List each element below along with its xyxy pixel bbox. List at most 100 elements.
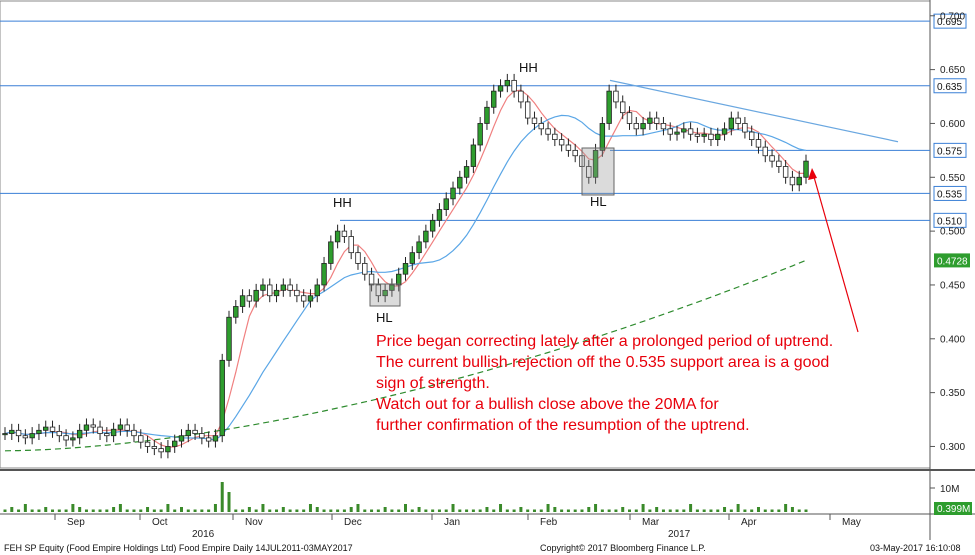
candle-body xyxy=(735,117,741,124)
candle-body xyxy=(273,289,280,297)
volume-bar xyxy=(661,509,665,512)
volume-bar xyxy=(560,509,564,512)
candle-body xyxy=(110,428,117,437)
candle-body xyxy=(463,166,470,178)
volume-bar xyxy=(689,504,693,512)
volume-bar xyxy=(492,509,496,512)
candle-body xyxy=(314,284,320,297)
volume-bar xyxy=(37,509,41,512)
volume-bar xyxy=(709,509,713,512)
volume-badge xyxy=(934,502,972,515)
volume-bar xyxy=(404,504,407,512)
candle-body xyxy=(321,263,327,286)
volume-bar xyxy=(146,507,150,512)
x-month-label: Feb xyxy=(540,517,558,528)
volume-bar xyxy=(152,509,156,512)
candle-body xyxy=(43,426,49,431)
volume-bar xyxy=(247,507,251,512)
volume-bar xyxy=(566,509,570,512)
volume-bar xyxy=(600,509,604,512)
candle-body xyxy=(2,433,8,436)
volume-bar xyxy=(485,507,489,512)
candle-body xyxy=(613,90,619,103)
candle-body xyxy=(219,359,225,437)
volume-bar xyxy=(159,509,163,512)
volume-bar xyxy=(539,509,543,512)
y-tick-label: 0.450 xyxy=(940,280,965,291)
volume-bar xyxy=(315,507,319,512)
candle-body xyxy=(599,123,606,151)
annotation-line: sign of strength. xyxy=(376,375,490,392)
candle-body xyxy=(511,79,517,92)
ma200-badge xyxy=(934,253,970,268)
level-box xyxy=(933,78,967,94)
candle-body xyxy=(124,424,130,431)
volume-bar xyxy=(410,509,414,512)
candle-body xyxy=(626,112,633,124)
volume-bar xyxy=(139,509,143,512)
candle-body xyxy=(22,435,29,439)
level-label: 0.510 xyxy=(937,216,962,227)
hl-box-feb xyxy=(581,147,615,196)
volume-bar xyxy=(78,507,82,512)
candle-body xyxy=(558,139,565,146)
candle-body xyxy=(341,230,348,237)
candle-body xyxy=(708,133,714,140)
volume-bar xyxy=(200,509,204,512)
candle-body xyxy=(294,289,300,297)
volume-bar xyxy=(668,509,672,512)
level-lines: 0.695 0.635 0.575 0.535 0.510 xyxy=(0,13,967,228)
x-month-label: Apr xyxy=(741,517,757,528)
grid xyxy=(0,0,975,540)
volume-bar xyxy=(132,509,136,512)
candle-body xyxy=(538,123,544,130)
volume-bar xyxy=(125,509,129,512)
candle-body xyxy=(267,284,273,297)
candle-body xyxy=(131,429,137,437)
candle-body xyxy=(389,284,395,291)
volume-bar xyxy=(227,492,231,512)
arrow-head xyxy=(808,168,817,180)
volume-bar xyxy=(594,504,598,512)
volume-bar xyxy=(580,509,584,512)
volume-bar xyxy=(390,509,394,512)
annotation-line: Price began correcting lately after a pr… xyxy=(376,333,833,350)
volume-bar xyxy=(763,509,767,512)
candle-body xyxy=(382,289,388,297)
candle-body xyxy=(647,117,653,124)
candle-body xyxy=(144,441,151,447)
candle-body xyxy=(715,133,721,140)
candle-body xyxy=(592,149,599,178)
volume-bar xyxy=(173,509,177,512)
footer-timestamp: 03-May-2017 16:10:08 xyxy=(870,543,961,553)
candle-body xyxy=(762,146,768,157)
candle-body xyxy=(362,263,368,275)
volume-bar xyxy=(437,509,441,512)
hl-box-dec xyxy=(369,283,401,307)
candle-body xyxy=(586,166,592,178)
volume-bar xyxy=(641,504,645,512)
volume-bar xyxy=(186,509,190,512)
volume-bar xyxy=(532,509,536,512)
candle-body xyxy=(667,128,673,135)
volume-bar xyxy=(777,509,781,512)
volume-bar xyxy=(397,509,401,512)
volume-bar xyxy=(729,509,733,512)
candle-body xyxy=(782,166,789,178)
candle-body xyxy=(334,230,341,243)
candle-body xyxy=(653,117,660,124)
hl-label-feb: HL xyxy=(590,194,607,209)
volume-bar xyxy=(512,509,516,512)
volume-bar xyxy=(770,509,774,512)
x-year-label: 2016 xyxy=(192,529,215,540)
candle-body xyxy=(239,295,246,307)
volume-bar xyxy=(465,509,469,512)
candle-body xyxy=(776,160,782,167)
candle-body xyxy=(504,79,511,87)
x-month-label: Mar xyxy=(642,517,660,528)
candle-body xyxy=(620,101,626,114)
hh-label-feb: HH xyxy=(519,60,538,75)
candle-body xyxy=(97,426,103,434)
